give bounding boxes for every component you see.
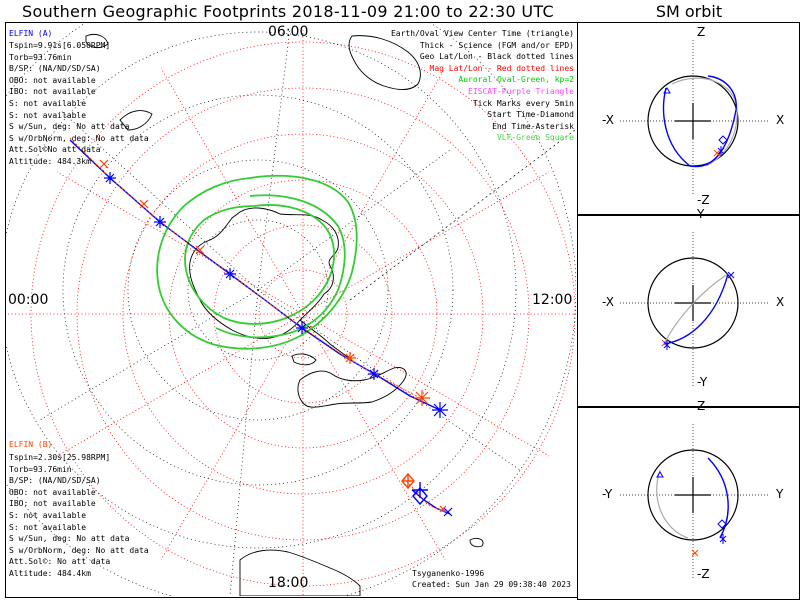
elfin-b-ticks [99,159,430,406]
auroral-oval [156,174,358,350]
start-diamonds [401,472,428,506]
elfin-a-info-line: IBO: not available [9,87,96,97]
elfin-b-start-diamond [401,472,415,490]
lower-end-ticks [439,505,453,517]
created-label: Created: Sun Jan 29 09:38:40 2023 [412,580,571,589]
legend-entry: End Time-Asterisk [492,121,574,131]
africa-tip [239,549,361,596]
elfin-b-info-line: B/SP: (NA/ND/SD/SA) [9,476,101,486]
lt-label-top: 06:00 [268,24,309,40]
legend-entry: Start Time-Diamond [487,110,574,120]
elfin-b-info-line: Att.Sol©: No att data [9,557,111,567]
elfin-a-info-line: Altitude: 484.3km [9,157,91,166]
orbit-axis-label-bottom: -Y [697,375,708,389]
elfin-a-ticks [104,172,448,418]
figure-title: Southern Geographic Footprints 2018-11-0… [22,2,554,21]
lt-label-bottom: 18:00 [268,575,309,591]
elfin-b-info-line: S w/Sun, deg: No att data [9,534,130,544]
elfin-b-track [69,137,421,399]
model-label: Tsyganenko-1996 [412,569,485,578]
legend-entry: Thick - Science (FGM and/or EPD) [419,40,574,50]
legend: Earth/Oval View Center Time (triangle) Th… [391,28,574,144]
elfin-a-info-line: S: not available [9,110,87,120]
kerguelen [469,537,484,548]
legend-entry: Earth/Oval View Center Time (triangle) [390,29,574,38]
elfin-b-footprint-lower [403,477,447,513]
orbit-axis-label-right: Y [776,487,784,501]
south-america-coast [297,367,407,408]
orbit-axis-label-left: -X [602,295,614,309]
elfin-b-info-line: Tspin=2.30s[25.98RPM] [9,453,111,462]
orbit-panel-xy [620,232,770,388]
legend-entry: Mag Lat/Lon - Red dotted lines [429,63,575,73]
elfin-a-info-line: S w/OrbNorm, deg: No att data [9,133,149,143]
elfin-b-info-line: OBO: not available [9,487,96,497]
tasmania [85,33,109,49]
elfin-a-name: ELFIN (A) [9,29,53,38]
elfin-b-info-line: S w/OrbNorm, deg: No att data [9,545,149,555]
elfin-b-name: ELFIN (B) [9,440,53,449]
orbit-panel-yz [620,424,770,580]
orbit-axis-label-bottom: -Z [697,193,710,207]
orbit-axis-label-top: Z [697,399,706,413]
lt-label-right: 12:00 [532,292,573,308]
orbit-axis-label-left: -Y [602,487,613,501]
lt-label-left: 00:00 [8,292,49,308]
orbit-axis-label-top: Y [697,207,705,221]
elfin-b-info-line: Altitude: 484.4km [9,569,91,578]
new-zealand [119,110,153,131]
tierra-del-fuego [291,353,317,366]
orbit-axis-label-right: X [776,295,785,309]
elfin-a-start-diamond [412,486,428,506]
elfin-a-info-line: S w/Sun, deg: No att data [9,122,130,132]
australia-coast [348,35,421,90]
orbit-axis-label-right: X [776,113,785,127]
elfin-a-info-line: Att.Sol©No att data [9,145,101,155]
orbit-panel-xz [620,40,770,196]
legend-entry: EISCAT-Purple Triangle [468,86,574,96]
elfin-b-end-asterisk [414,390,430,406]
orbit-axis-label-left: -X [602,113,614,127]
legend-entry: Auroral Oval-Green, kp=2 [458,75,574,85]
geo-grid [6,23,576,596]
elfin-b-info-line: Torb=93.76min [9,464,72,474]
elfin-a-end-asterisk [432,402,448,418]
elfin-a-info-line: S: not available [9,99,87,108]
elfin-b-info-line: IBO: not available [9,499,96,509]
legend-entry: Tick Marks every 5min [472,98,574,108]
view-center-line [349,129,576,301]
elfin-a-info-line: OBO: not available [9,75,96,85]
legend-entry: VLF-Green Square [496,133,574,143]
orbit-axis-label-bottom: -Z [697,567,710,581]
coastlines [85,33,484,596]
antarctic-peninsula [299,319,353,361]
elfin-a-info-line: Torb=93.76min [9,52,72,62]
elfin-b-info-line: S: not available [9,511,87,520]
elfin-a-info-line: Tspin=9.91s[6.050RPM] [9,41,111,50]
elfin-a-track [69,139,441,411]
elfin-b-info-line: S: not available [9,522,87,532]
orbit-axis-label-top: Z [697,25,706,39]
legend-entry: Geo Lat/Lon - Black dotted lines [419,52,574,62]
orbit-title: SM orbit [655,2,723,21]
elfin-a-info-line: B/SP: (NA/ND/SD/SA) [9,64,101,74]
